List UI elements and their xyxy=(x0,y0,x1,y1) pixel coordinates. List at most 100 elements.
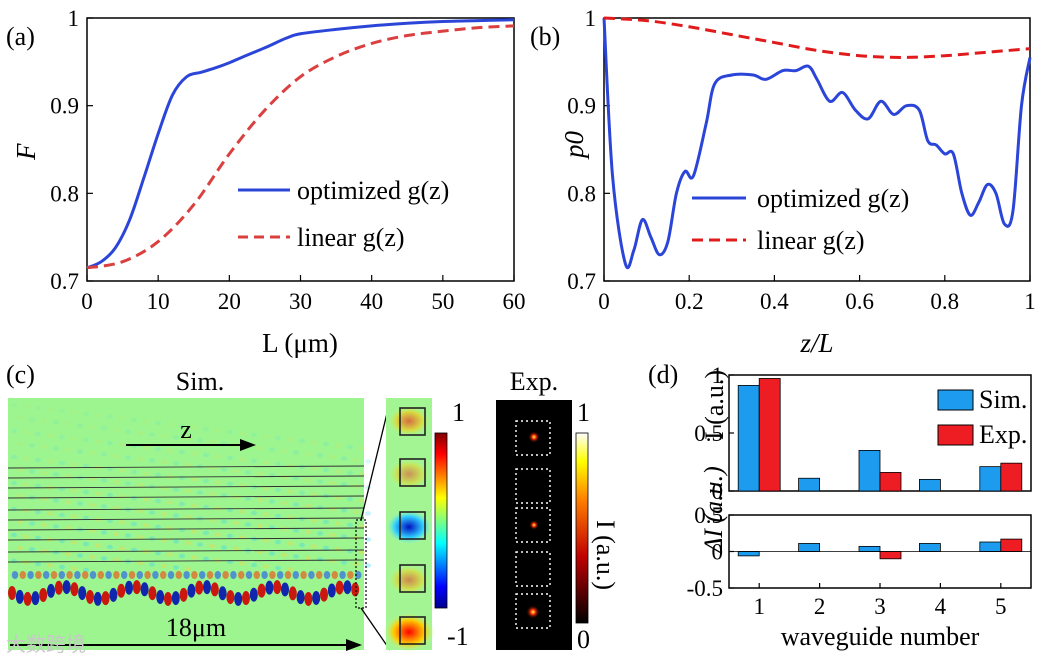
sim-field-ripple xyxy=(353,457,359,463)
sim-field-ripple xyxy=(227,533,233,539)
sim-colorbar-min: -1 xyxy=(447,622,469,651)
sim-field-ripple xyxy=(95,439,101,444)
sim-field-band-upper xyxy=(339,571,346,579)
sim-field-band-upper xyxy=(27,571,34,579)
sim-field-ripple xyxy=(167,526,173,531)
panel-a-xtick-label: 60 xyxy=(503,289,526,314)
panel-d-top-ytick-label: 0 xyxy=(712,479,724,504)
sim-field-band-upper xyxy=(277,571,284,579)
sim-field-ripple xyxy=(35,431,41,437)
panel-d-xtick-label: 3 xyxy=(874,594,886,619)
sim-field-ripple xyxy=(353,509,359,515)
sim-field-ripple xyxy=(287,489,293,494)
sim-field-band-upper xyxy=(74,571,81,579)
sim-field-ripple xyxy=(41,444,47,450)
sim-field-ripple xyxy=(125,533,131,538)
sim-field-ripple xyxy=(179,527,185,533)
sim-field-band xyxy=(312,590,321,605)
sim-field-ripple xyxy=(269,447,275,452)
sim-field-ripple xyxy=(251,562,257,568)
sim-field-ripple xyxy=(35,509,41,515)
sim-field-band xyxy=(117,583,126,598)
sim-field-ripple xyxy=(287,463,293,468)
sim-field-band xyxy=(242,591,250,606)
panel-b-xlabel: z/L xyxy=(799,328,833,358)
panel-b-xtick-label: 0.2 xyxy=(675,289,704,314)
sim-field-ripple xyxy=(245,496,251,501)
zoom-wg-4 xyxy=(399,564,426,593)
sim-field-ripple xyxy=(341,482,347,487)
panel-d-bottom-bar-sim xyxy=(798,543,820,552)
sim-field-band xyxy=(171,591,180,606)
sim-field-ripple xyxy=(47,511,53,516)
panel-a-xtick-label: 20 xyxy=(218,289,241,314)
legend-d-sim-swatch xyxy=(937,389,974,411)
sim-field-band xyxy=(296,590,305,605)
exp-wg-2 xyxy=(515,468,551,504)
sim-field-ripple xyxy=(125,429,131,434)
sim-field-ripple xyxy=(35,561,41,567)
sim-field-ripple xyxy=(275,461,281,467)
sim-waveguide-edge xyxy=(7,559,365,563)
sim-field-ripple xyxy=(95,413,101,418)
sim-field-ripple xyxy=(263,564,269,569)
sim-field-ripple xyxy=(71,540,77,545)
legend-d-sim: Sim. xyxy=(979,385,1027,414)
sim-field-ripple xyxy=(53,498,59,503)
sim-field-ripple xyxy=(35,405,41,411)
sim-field-ripple xyxy=(293,450,299,455)
sim-field-ripple xyxy=(251,432,257,438)
sim-field-ripple xyxy=(305,555,311,561)
sim-field-ripple xyxy=(173,435,179,440)
sim-field-ripple xyxy=(53,446,59,451)
sim-field-band xyxy=(257,583,266,598)
sim-field-ripple xyxy=(83,463,89,469)
panel-d-xtick-label: 1 xyxy=(753,594,765,619)
watermark: 大数跨境 xyxy=(6,632,86,656)
panel-b-xtick-label: 1 xyxy=(1024,289,1036,314)
sim-field-ripple xyxy=(179,501,185,507)
sim-field-ripple xyxy=(347,548,353,554)
sim-field-band-upper xyxy=(35,571,42,579)
sim-field-ripple xyxy=(311,518,317,523)
sim-field-ripple xyxy=(101,478,107,483)
panel-d-bottom-bar-sim xyxy=(919,543,941,552)
panel-d-top-bar-sim xyxy=(737,385,760,492)
sim-field-ripple xyxy=(71,410,77,415)
sim-field-ripple xyxy=(209,543,215,549)
sim-field-ripple xyxy=(275,487,281,493)
sim-field-ripple xyxy=(185,540,191,546)
sim-field-ripple xyxy=(59,564,65,570)
panel-a-ytick-label: 1 xyxy=(68,6,80,31)
sim-field-band-upper xyxy=(167,571,175,579)
sim-field-ripple xyxy=(65,525,71,531)
sim-field-ripple xyxy=(239,561,245,566)
exp-waveguide-outlines xyxy=(515,420,551,629)
sim-field-ripple xyxy=(35,457,41,463)
sim-field-ripple xyxy=(29,547,35,552)
exp-wg-5 xyxy=(515,593,551,629)
sim-field-band-upper xyxy=(214,571,221,579)
zoom-waveguide-outlines xyxy=(399,407,426,645)
sim-field-ripple xyxy=(149,510,155,515)
sim-field-ripple xyxy=(29,521,35,526)
sim-field-ripple xyxy=(59,512,65,518)
sim-field-ripple xyxy=(197,438,203,443)
panel-c-label: (c) xyxy=(6,360,35,389)
sim-field-ripple xyxy=(221,545,227,550)
sim-field-ripple xyxy=(17,467,23,473)
sim-field-ripple xyxy=(365,511,371,516)
sim-field-band-upper xyxy=(269,571,276,579)
sim-field-ripple xyxy=(113,479,119,485)
sim-field-ripple xyxy=(89,450,95,456)
sim-waveguide-edge xyxy=(7,549,365,553)
sim-field-ripple xyxy=(203,478,209,484)
sim-field-ripple xyxy=(95,491,101,496)
exp-colorbar-min: 0 xyxy=(577,625,590,654)
sim-field-ripple xyxy=(143,471,149,476)
sim-field-ripple xyxy=(65,499,71,505)
sim-field-ripple xyxy=(359,446,365,451)
sim-field-ripple xyxy=(359,550,365,555)
sim-field-ripple xyxy=(23,560,29,565)
